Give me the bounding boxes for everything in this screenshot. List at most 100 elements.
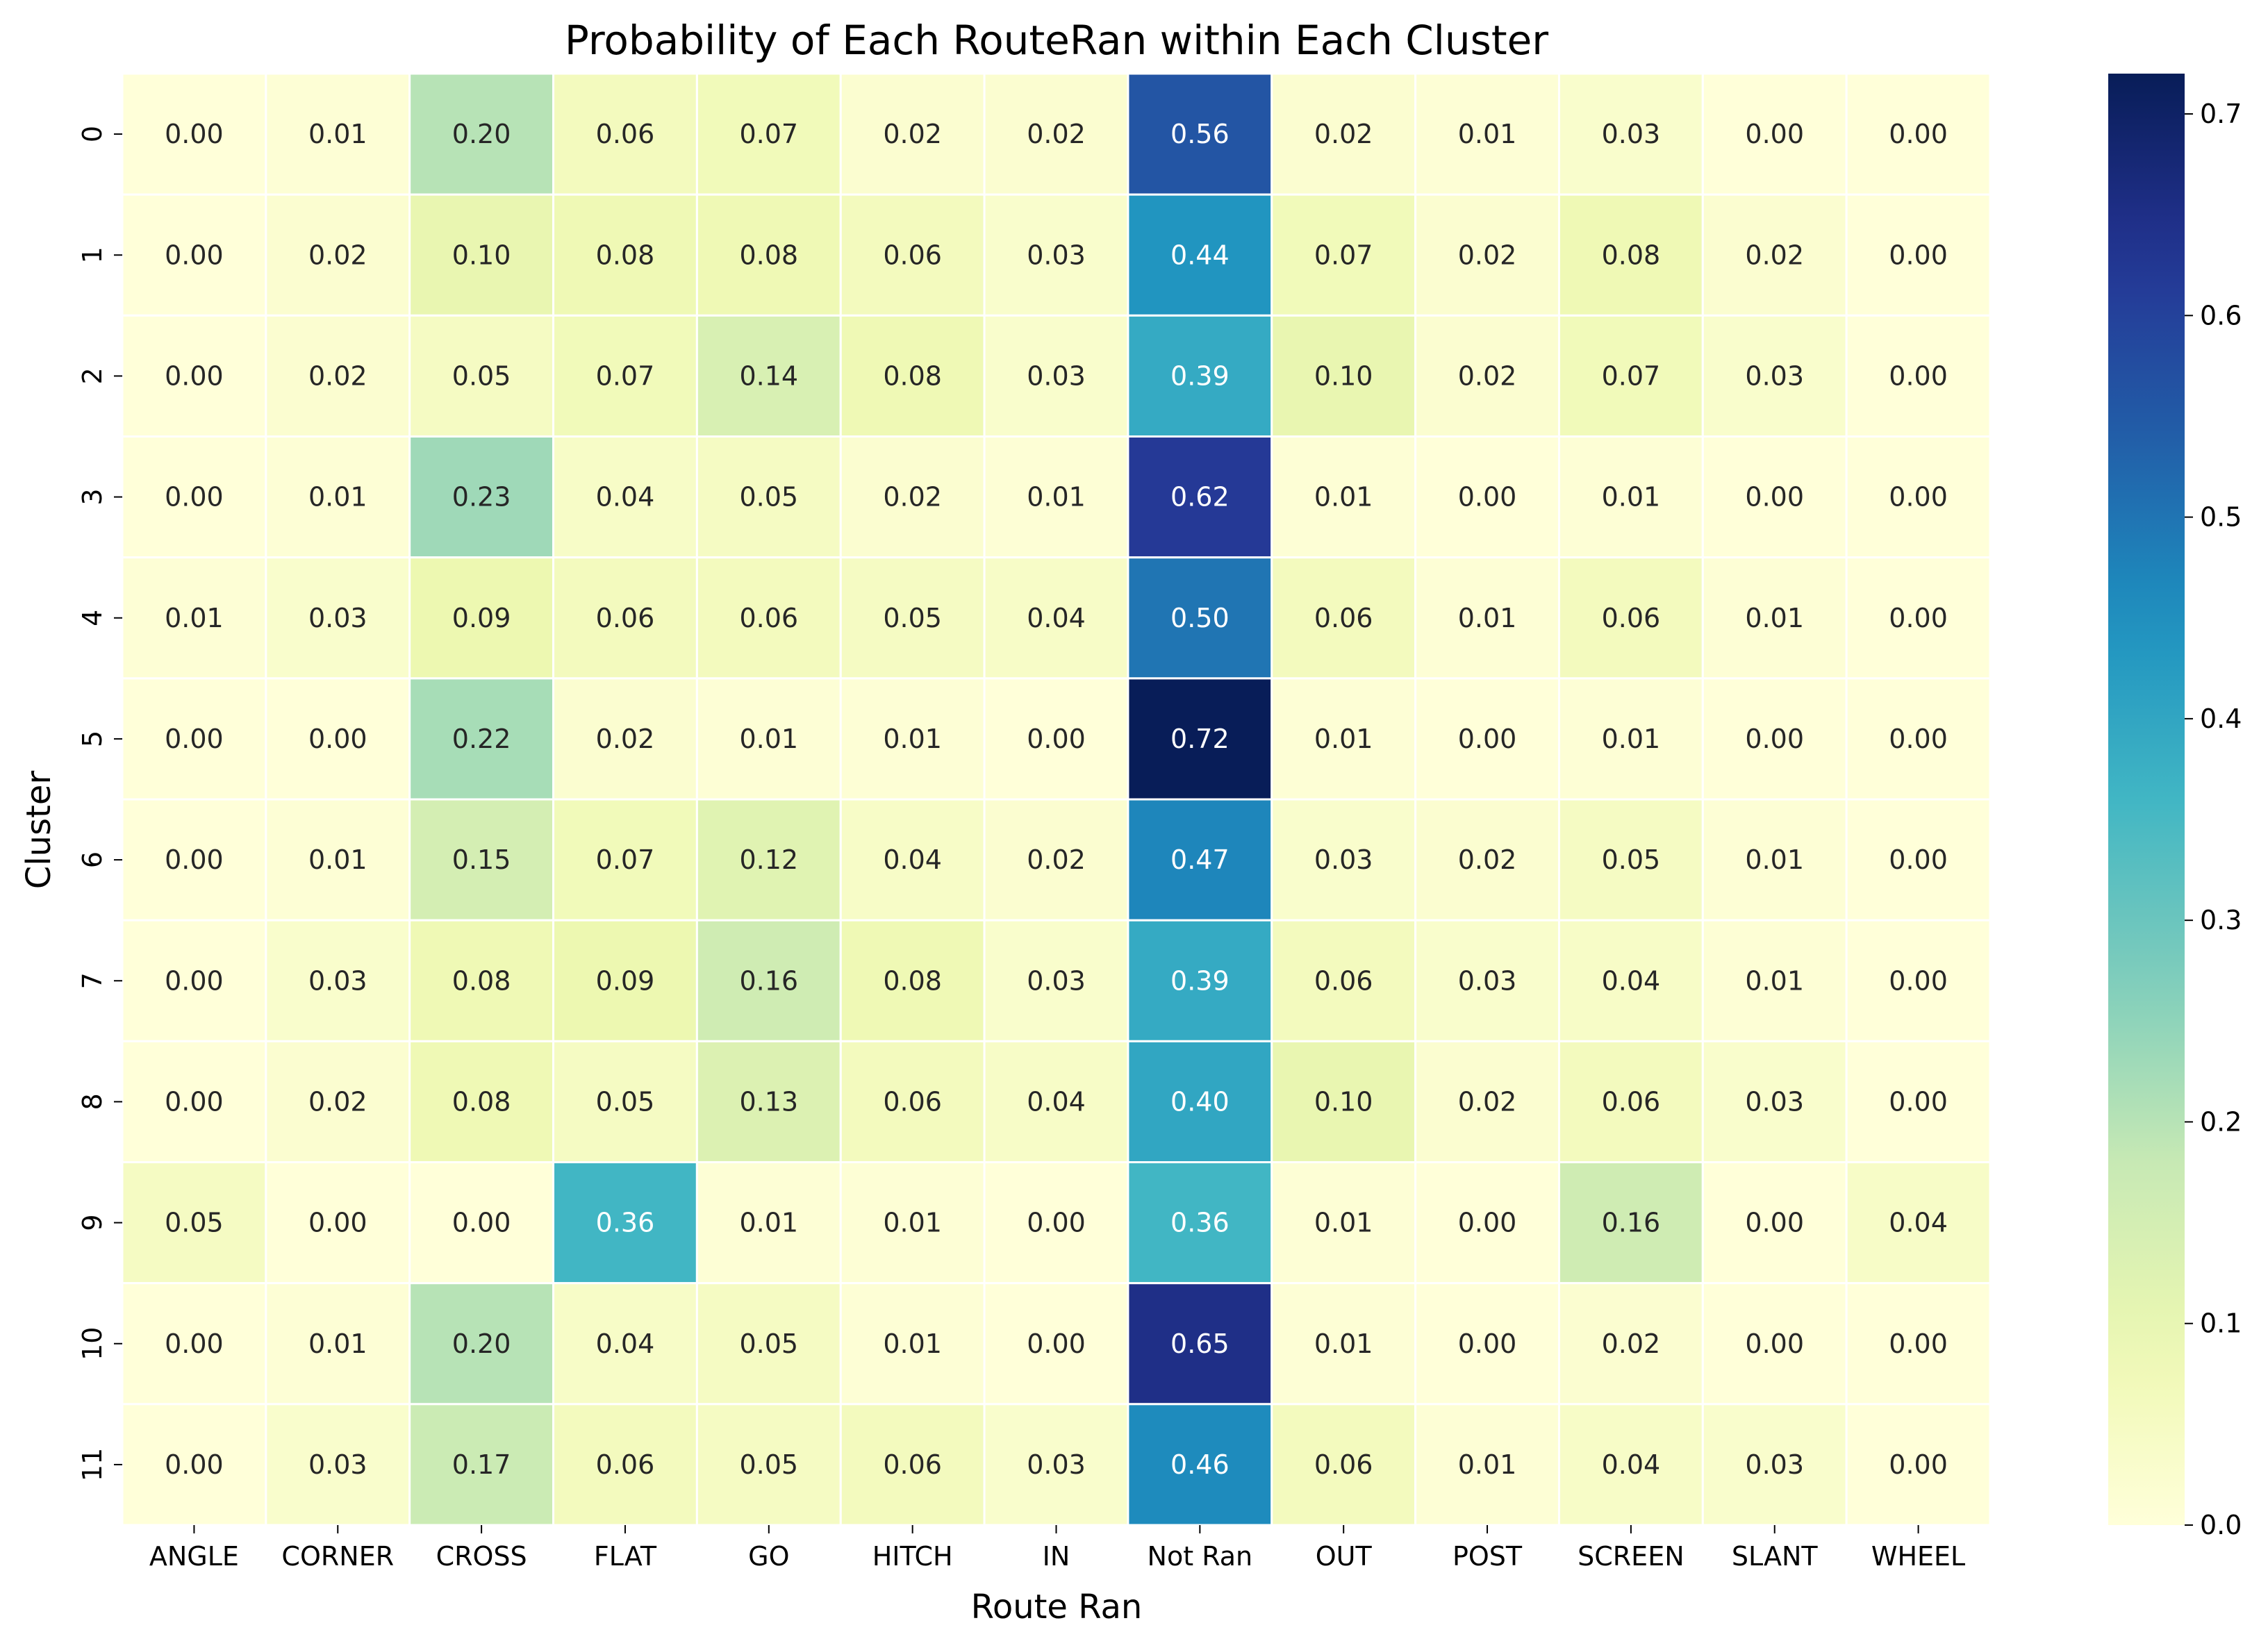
heatmap-cell (265, 314, 411, 438)
colorbar: 0.0 0.1 0.2 0.3 0.4 0.5 0.6 0.7 (2108, 74, 2242, 1540)
cell-value-label: 0.00 (1889, 1449, 1948, 1480)
cell-value-label: 0.00 (1889, 482, 1948, 513)
cell-value-label: 0.07 (1602, 360, 1661, 391)
heatmap-cell (408, 919, 555, 1042)
cell-value-label: 0.00 (1458, 724, 1517, 754)
cell-value-label: 0.07 (596, 844, 655, 875)
cell-value-label: 0.00 (165, 1449, 224, 1480)
cell-value-label: 0.06 (1314, 965, 1373, 996)
cell-value-label: 0.12 (740, 844, 799, 875)
x-tick-label: GO (748, 1541, 789, 1572)
cell-value-label: 0.04 (1602, 965, 1661, 996)
cell-value-label: 0.00 (1889, 724, 1948, 754)
cell-value-label: 0.01 (883, 724, 942, 754)
heatmap-cell (1270, 556, 1417, 680)
heatmap-cell (1270, 1161, 1417, 1285)
cell-value-label: 0.04 (596, 482, 655, 513)
heatmap-cell (1557, 677, 1704, 801)
cell-value-label: 0.03 (308, 965, 367, 996)
heatmap-cell (1701, 435, 1848, 559)
x-tick-label: WHEEL (1871, 1541, 1965, 1572)
cell-value-label: 0.02 (308, 360, 367, 391)
x-tick-label: Not Ran (1148, 1541, 1253, 1572)
x-tick-label: IN (1043, 1541, 1070, 1572)
cell-value-label: 0.02 (1458, 1086, 1517, 1117)
cell-value-label: 0.00 (1027, 1329, 1086, 1359)
cell-value-label: 0.01 (1602, 724, 1661, 754)
heatmap-cell (552, 193, 698, 317)
cell-value-label: 0.01 (740, 1208, 799, 1238)
cell-value-label: 0.00 (1745, 119, 1804, 149)
cell-value-label: 0.05 (740, 482, 799, 513)
cell-value-label: 0.14 (740, 360, 799, 391)
heatmap-cell (1270, 1403, 1417, 1526)
x-tick-label: CROSS (436, 1541, 527, 1572)
colorbar-tick-label: 0.5 (2200, 502, 2242, 533)
cell-value-label: 0.15 (452, 844, 511, 875)
cell-value-label: 0.05 (740, 1449, 799, 1480)
cell-value-label: 0.00 (165, 360, 224, 391)
cell-value-label: 0.02 (1458, 844, 1517, 875)
heatmap-cell (265, 1161, 411, 1285)
heatmap-cell (1845, 1161, 1992, 1285)
heatmap-cell (408, 435, 555, 559)
cell-value-label: 0.08 (740, 240, 799, 270)
x-axis-label: Route Ran (971, 1588, 1143, 1626)
cell-value-label: 0.20 (452, 119, 511, 149)
cell-value-label: 0.00 (1889, 965, 1948, 996)
heatmap-cell (1414, 435, 1560, 559)
heatmap-cell (1845, 314, 1992, 438)
heatmap-cell (695, 1403, 842, 1526)
cell-value-label: 0.72 (1170, 724, 1230, 754)
cell-value-label: 0.40 (1170, 1086, 1230, 1117)
heatmap-cell (121, 798, 267, 922)
heatmap-cell (839, 1161, 986, 1285)
colorbar-tick-label: 0.7 (2200, 99, 2242, 129)
heatmap-cell (121, 1282, 267, 1406)
cell-value-label: 0.01 (883, 1208, 942, 1238)
cell-value-label: 0.06 (1602, 1086, 1661, 1117)
heatmap-cell (1270, 1040, 1417, 1164)
cell-value-label: 0.04 (1889, 1208, 1948, 1238)
cell-value-label: 0.00 (308, 724, 367, 754)
cell-value-label: 0.00 (1458, 482, 1517, 513)
cell-value-label: 0.03 (1027, 240, 1086, 270)
x-tick-label: SLANT (1732, 1541, 1819, 1572)
cell-value-label: 0.01 (1745, 965, 1804, 996)
x-tick-label: OUT (1316, 1541, 1373, 1572)
colorbar-tick-label: 0.2 (2200, 1106, 2242, 1137)
cell-value-label: 0.05 (1602, 844, 1661, 875)
heatmap-cell (1845, 798, 1992, 922)
cell-value-label: 0.04 (883, 844, 942, 875)
heatmap-cell (695, 1161, 842, 1285)
heatmap-cell (1701, 1161, 1848, 1285)
heatmap-cell (408, 1403, 555, 1526)
heatmap-cell (1845, 193, 1992, 317)
heatmap-cell (408, 1161, 555, 1285)
cell-value-label: 0.03 (308, 603, 367, 633)
cell-value-label: 0.06 (883, 1449, 942, 1480)
heatmap-cell (552, 1040, 698, 1164)
heatmap-cell (1414, 1161, 1560, 1285)
cell-value-label: 0.02 (883, 119, 942, 149)
cell-value-label: 0.02 (1458, 240, 1517, 270)
cell-value-label: 0.01 (308, 844, 367, 875)
heatmap-cell (121, 72, 267, 196)
cell-value-label: 0.00 (165, 119, 224, 149)
heatmap-cell (1845, 1282, 1992, 1406)
heatmap-cell (1414, 72, 1560, 196)
cell-value-label: 0.05 (883, 603, 942, 633)
heatmap-cell (1845, 1403, 1992, 1526)
y-tick-label: 1 (77, 247, 108, 263)
cell-value-label: 0.10 (1314, 360, 1373, 391)
cell-value-label: 0.06 (1314, 1449, 1373, 1480)
heatmap-cell (121, 677, 267, 801)
cell-value-label: 0.02 (596, 724, 655, 754)
cell-value-label: 0.08 (883, 965, 942, 996)
heatmap-cell (408, 193, 555, 317)
cell-value-label: 0.08 (452, 965, 511, 996)
cell-value-label: 0.01 (308, 119, 367, 149)
cell-value-label: 0.09 (452, 603, 511, 633)
y-tick-label: 10 (77, 1327, 108, 1360)
heatmap-cell (1557, 1403, 1704, 1526)
